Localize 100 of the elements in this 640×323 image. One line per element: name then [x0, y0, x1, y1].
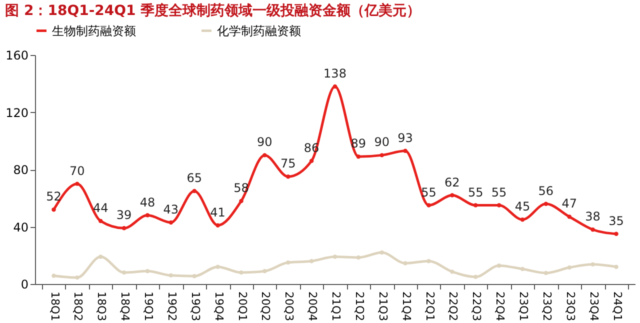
point	[614, 264, 618, 269]
point	[474, 203, 478, 208]
data-label: 65	[186, 170, 202, 185]
point	[380, 250, 384, 255]
point	[332, 84, 338, 89]
point	[192, 274, 196, 278]
point	[122, 270, 126, 275]
x-tick-label: 18Q2	[72, 292, 85, 322]
data-label: 55	[491, 185, 507, 200]
data-label: 75	[280, 156, 296, 171]
point	[474, 274, 478, 279]
point	[450, 193, 454, 198]
point	[309, 158, 314, 164]
x-tick-label: 21Q2	[352, 292, 366, 322]
point	[52, 274, 56, 278]
y-tick-label: 40	[13, 220, 28, 234]
point	[98, 254, 103, 259]
data-label: 38	[585, 210, 600, 224]
point	[520, 266, 525, 272]
point	[403, 148, 408, 154]
legend-label: 生物制药融资额	[52, 24, 136, 38]
point	[496, 264, 502, 268]
point	[98, 218, 103, 224]
point	[168, 273, 174, 278]
point	[262, 269, 267, 274]
data-label: 47	[562, 196, 578, 211]
x-tick-label: 19Q4	[212, 292, 226, 322]
x-tick-label: 18Q1	[48, 292, 62, 322]
point	[145, 213, 150, 218]
x-tick-label: 19Q2	[165, 292, 178, 322]
data-label: 39	[116, 208, 132, 222]
x-tick-label: 23Q3	[564, 292, 577, 322]
x-tick-label: 23Q2	[540, 292, 554, 322]
point	[544, 202, 548, 206]
data-label: 90	[257, 135, 272, 150]
point	[380, 153, 384, 158]
point	[239, 270, 244, 275]
point	[520, 217, 525, 222]
x-tick-label: 22Q2	[446, 292, 460, 322]
point	[590, 262, 595, 267]
data-label: 52	[46, 190, 62, 204]
data-label: 62	[444, 175, 460, 190]
x-tick-label: 20Q2	[259, 292, 272, 322]
point	[332, 254, 338, 259]
data-label: 90	[374, 135, 390, 150]
y-tick-label: 120	[6, 106, 28, 120]
data-label: 55	[421, 185, 436, 200]
point	[239, 198, 244, 204]
point	[122, 226, 126, 230]
point	[145, 269, 150, 274]
x-tick-label: 21Q3	[376, 292, 390, 322]
point	[286, 174, 290, 179]
point	[192, 188, 196, 194]
point	[450, 270, 454, 274]
point	[168, 220, 174, 225]
x-tick-label: 20Q3	[282, 292, 296, 322]
point	[216, 223, 220, 228]
point	[567, 214, 572, 219]
x-tick-label: 21Q1	[330, 292, 342, 322]
point	[75, 275, 80, 280]
point	[544, 270, 548, 276]
point	[496, 203, 502, 208]
x-tick-label: 19Q1	[142, 292, 155, 322]
y-tick-label: 0	[20, 278, 28, 292]
x-tick-label: 22Q1	[423, 292, 436, 322]
point	[216, 264, 220, 269]
x-tick-label: 23Q1	[517, 292, 530, 322]
data-label: 56	[538, 184, 554, 198]
x-tick-label: 20Q4	[306, 292, 320, 322]
x-tick-label: 21Q4	[400, 292, 413, 322]
point	[262, 153, 267, 158]
point	[426, 203, 431, 208]
y-tick-label: 80	[13, 163, 28, 177]
point	[356, 255, 361, 260]
point	[356, 154, 361, 159]
data-label: 43	[163, 202, 179, 216]
x-tick-label: 18Q3	[95, 292, 108, 322]
data-label: 44	[92, 201, 108, 216]
chart-title: 图 2：18Q1-24Q1 季度全球制药领域一级投融资金额（亿美元）	[5, 2, 421, 19]
point	[614, 232, 618, 236]
data-label: 138	[324, 66, 346, 80]
data-label: 70	[70, 164, 85, 178]
y-tick-label: 160	[6, 48, 28, 62]
legend-label: 化学制药融资额	[217, 24, 301, 38]
x-tick-label: 19Q3	[188, 292, 202, 322]
point	[309, 258, 314, 264]
data-label: 48	[140, 195, 156, 210]
point	[567, 265, 572, 270]
point	[590, 227, 595, 232]
point	[75, 182, 80, 186]
x-tick-label: 24Q1	[610, 292, 624, 322]
data-label: 55	[468, 185, 484, 200]
x-tick-label: 23Q4	[587, 292, 600, 322]
point	[286, 260, 290, 265]
point	[403, 261, 408, 266]
x-tick-label: 22Q3	[470, 292, 484, 322]
x-tick-label: 18Q4	[118, 292, 132, 322]
data-label: 41	[210, 205, 226, 220]
data-label: 45	[514, 200, 530, 214]
point	[52, 207, 56, 212]
